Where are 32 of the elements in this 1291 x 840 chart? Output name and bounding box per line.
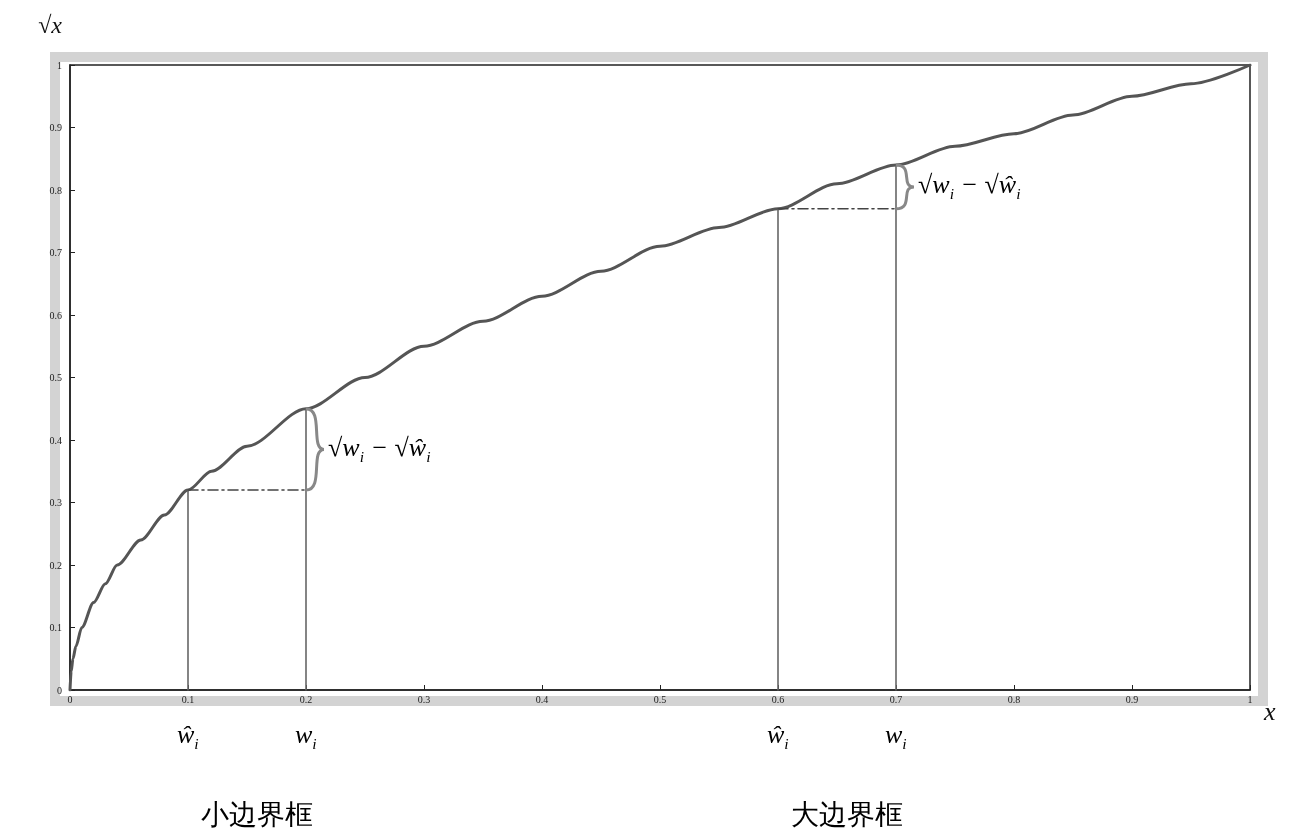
text: w$_{i}$ bbox=[885, 720, 907, 754]
y-tick-label: 0.9 bbox=[49, 122, 62, 133]
y-tick-label: 0.2 bbox=[49, 559, 62, 571]
x-tick-label: 0.1 bbox=[181, 693, 195, 705]
x-tick-label: 1 bbox=[1247, 693, 1253, 705]
text: 小边界框 bbox=[201, 798, 313, 832]
text: ŵ$_{i}$ bbox=[767, 720, 789, 754]
y-tick-label: 0 bbox=[57, 684, 62, 696]
y-tick-label: 0.1 bbox=[49, 622, 62, 633]
text: w$_{i}$ bbox=[295, 720, 317, 754]
x-axis-title: x bbox=[1263, 696, 1276, 726]
x-tick-label: 0 bbox=[67, 693, 73, 705]
y-tick-label: 1 bbox=[57, 59, 62, 71]
x-tick-label: 0.3 bbox=[417, 693, 431, 705]
x-tick-label: 0.4 bbox=[535, 693, 549, 705]
y-tick-label: 0.6 bbox=[49, 309, 62, 321]
text: 大边界框 bbox=[791, 798, 903, 832]
text: ŵ$_{i}$ bbox=[177, 720, 199, 754]
annotation: √w$_{i}$ − √ŵ$_{i}$ bbox=[918, 170, 1021, 204]
x-tick-label: 0.5 bbox=[653, 693, 667, 705]
y-tick-label: 0.7 bbox=[49, 247, 62, 258]
y-tick-label: 0.4 bbox=[49, 434, 62, 446]
y-tick-label: 0.5 bbox=[49, 372, 62, 383]
y-tick-label: 0.8 bbox=[49, 184, 62, 196]
x-tick-label: 0.2 bbox=[299, 693, 313, 705]
x-tick-label: 0.9 bbox=[1125, 693, 1139, 705]
x-tick-label: 0.8 bbox=[1007, 693, 1021, 705]
y-tick-label: 0.3 bbox=[49, 497, 62, 508]
annotation: √w$_{i}$ − √ŵ$_{i}$ bbox=[328, 432, 431, 467]
x-tick-label: 0.7 bbox=[889, 693, 903, 705]
y-axis-title: √x bbox=[38, 12, 63, 38]
x-tick-label: 0.6 bbox=[771, 693, 785, 705]
